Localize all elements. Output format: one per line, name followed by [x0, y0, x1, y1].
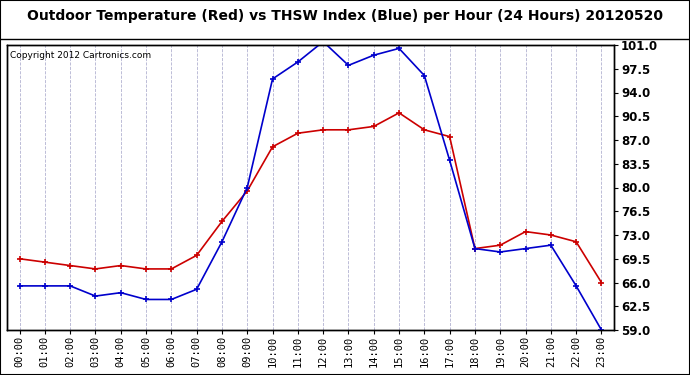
Text: Outdoor Temperature (Red) vs THSW Index (Blue) per Hour (24 Hours) 20120520: Outdoor Temperature (Red) vs THSW Index … — [27, 9, 663, 23]
Text: Copyright 2012 Cartronics.com: Copyright 2012 Cartronics.com — [10, 51, 151, 60]
